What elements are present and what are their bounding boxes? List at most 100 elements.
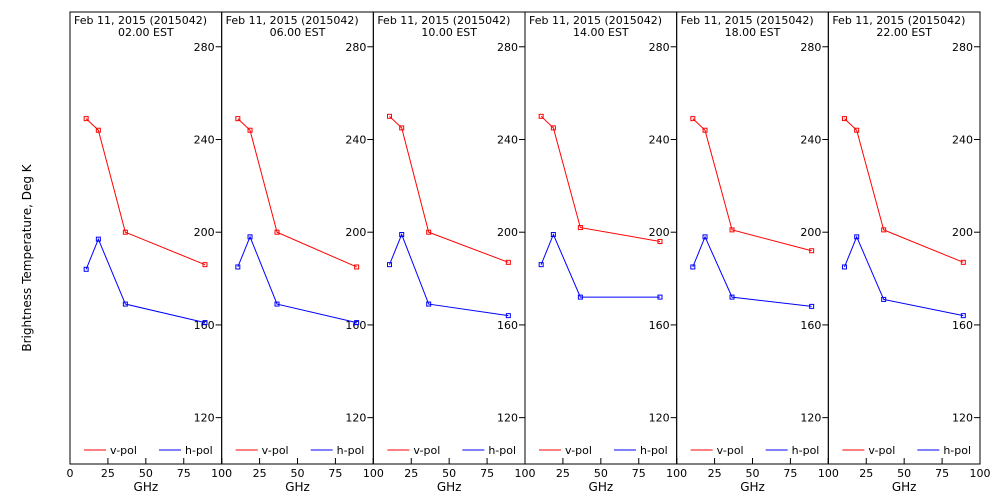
x-tick-label: 100: [818, 467, 839, 480]
x-tick-label: 25: [859, 467, 873, 480]
chart-panel-6: Feb 11, 2015 (2015042)22.00 EST 120 160 200…: [827, 11, 991, 494]
data-point-v-pol: [235, 116, 241, 122]
chart-panel-4: Feb 11, 2015 (2015042)14.00 EST 120 160 200…: [524, 11, 687, 494]
y-tick-label: 160: [497, 319, 518, 332]
data-point-h-pol: [426, 301, 432, 307]
x-axis-title: GHz: [437, 480, 462, 494]
data-point-v-pol: [399, 125, 405, 131]
data-point-v-pol: [354, 264, 360, 270]
data-point-v-pol: [426, 229, 432, 235]
x-axis-title: GHz: [134, 480, 159, 494]
series-line-h-pol: [85, 237, 206, 324]
x-tick-label: 75: [480, 467, 494, 480]
legend-label-h-pol: h-pol: [337, 444, 365, 457]
x-tick-label: 25: [253, 467, 267, 480]
x-tick-label: 0: [67, 467, 74, 480]
x-tick-label: 100: [211, 467, 232, 480]
chart-panel-3: Feb 11, 2015 (2015042)10.00 EST 120 160 200…: [372, 11, 536, 494]
y-tick-label: 200: [800, 226, 821, 239]
data-point-h-pol: [354, 320, 360, 326]
y-tick-label: 120: [800, 412, 821, 425]
data-point-v-pol: [960, 259, 966, 265]
series-line-v-pol: [389, 115, 509, 263]
data-point-h-pol: [122, 301, 128, 307]
data-point-h-pol: [577, 294, 583, 300]
x-tick-label: 50: [897, 467, 911, 480]
y-tick-label: 120: [345, 412, 366, 425]
legend-label-h-pol: h-pol: [185, 444, 213, 457]
data-point-h-pol: [538, 262, 544, 268]
y-tick-label: 160: [952, 319, 973, 332]
y-tick-label: 280: [800, 41, 821, 54]
x-tick-label: 50: [746, 467, 760, 480]
y-tick-label: 120: [952, 412, 973, 425]
x-tick-label: 50: [594, 467, 608, 480]
y-tick-label: 280: [497, 41, 518, 54]
x-axis-title: GHz: [892, 480, 917, 494]
x-tick-label: 25: [404, 467, 418, 480]
y-tick-label: 120: [649, 412, 670, 425]
y-axis-label: Brightness Temperature, Deg K: [20, 163, 34, 351]
data-point-h-pol: [95, 236, 101, 242]
data-point-v-pol: [729, 227, 735, 233]
x-tick-label: 50: [139, 467, 153, 480]
panel-title: Feb 11, 2015 (2015042): [529, 14, 662, 27]
legend-label-h-pol: h-pol: [488, 444, 516, 457]
data-point-h-pol: [274, 301, 280, 307]
data-point-v-pol: [854, 127, 860, 133]
x-tick-label: 25: [556, 467, 570, 480]
x-tick-label: 50: [442, 467, 456, 480]
y-tick-label: 160: [649, 319, 670, 332]
legend-label-h-pol: h-pol: [943, 444, 971, 457]
series-line-h-pol: [540, 233, 660, 298]
data-point-v-pol: [809, 248, 815, 254]
panel-title: Feb 11, 2015 (2015042): [377, 14, 510, 27]
y-tick-label: 120: [194, 412, 215, 425]
data-point-h-pol: [729, 294, 735, 300]
data-point-h-pol: [809, 303, 815, 309]
data-point-v-pol: [690, 116, 696, 122]
data-point-h-pol: [657, 294, 663, 300]
data-point-v-pol: [83, 116, 89, 122]
series-line-v-pol: [692, 118, 812, 252]
panel-time: 10.00 EST: [421, 26, 477, 39]
x-tick-label: 100: [515, 467, 536, 480]
y-tick-label: 160: [345, 319, 366, 332]
data-point-v-pol: [881, 227, 887, 233]
data-point-v-pol: [95, 127, 101, 133]
x-tick-label: 50: [291, 467, 305, 480]
data-point-h-pol: [702, 234, 708, 240]
data-point-v-pol: [538, 113, 544, 119]
data-point-h-pol: [235, 264, 241, 270]
data-point-h-pol: [399, 232, 405, 238]
y-tick-label: 160: [800, 319, 821, 332]
x-tick-label: 75: [177, 467, 191, 480]
x-axis-title: GHz: [589, 480, 614, 494]
data-point-v-pol: [505, 259, 511, 265]
data-point-h-pol: [881, 296, 887, 302]
panel-title: Feb 11, 2015 (2015042): [74, 14, 207, 27]
chart-panel-5: Feb 11, 2015 (2015042)18.00 EST 120 160 200…: [676, 11, 839, 494]
data-point-h-pol: [83, 266, 89, 272]
x-tick-label: 100: [666, 467, 687, 480]
x-tick-label: 75: [783, 467, 797, 480]
panel-time: 18.00 EST: [725, 26, 781, 39]
y-tick-label: 240: [800, 133, 821, 146]
series-line-v-pol: [237, 118, 357, 268]
data-point-v-pol: [841, 116, 847, 122]
data-point-v-pol: [702, 127, 708, 133]
data-point-h-pol: [690, 264, 696, 270]
data-point-h-pol: [247, 234, 253, 240]
y-tick-label: 280: [952, 41, 973, 54]
y-tick-label: 120: [497, 412, 518, 425]
x-axis-title: GHz: [740, 480, 765, 494]
x-tick-label: 75: [632, 467, 646, 480]
panel-title: Feb 11, 2015 (2015042): [681, 14, 814, 27]
chart-panel-1: Feb 11, 2015 (2015042)02.00 EST 120 160 200…: [67, 11, 232, 494]
y-tick-label: 280: [194, 41, 215, 54]
y-tick-label: 240: [952, 133, 973, 146]
legend-label-h-pol: h-pol: [640, 444, 668, 457]
x-tick-label: 75: [328, 467, 342, 480]
data-point-h-pol: [505, 313, 511, 319]
